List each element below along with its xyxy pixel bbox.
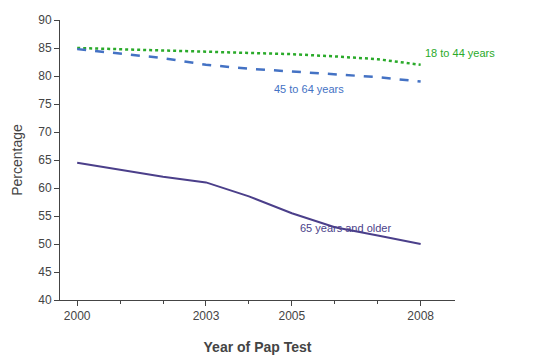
svg-text:45: 45 [38, 265, 52, 279]
svg-text:2000: 2000 [64, 309, 91, 323]
svg-text:70: 70 [38, 125, 52, 139]
svg-text:80: 80 [38, 69, 52, 83]
svg-text:65: 65 [38, 153, 52, 167]
svg-text:75: 75 [38, 97, 52, 111]
svg-text:85: 85 [38, 41, 52, 55]
svg-text:Percentage: Percentage [9, 124, 25, 196]
svg-text:55: 55 [38, 209, 52, 223]
svg-text:Year of Pap Test: Year of Pap Test [204, 339, 312, 355]
svg-text:90: 90 [38, 13, 52, 27]
svg-text:60: 60 [38, 181, 52, 195]
svg-text:50: 50 [38, 237, 52, 251]
svg-text:45 to 64 years: 45 to 64 years [274, 83, 344, 95]
svg-text:65 years and older: 65 years and older [300, 222, 391, 234]
svg-text:18 to 44 years: 18 to 44 years [425, 47, 495, 59]
svg-text:40: 40 [38, 293, 52, 307]
svg-text:2003: 2003 [193, 309, 220, 323]
svg-text:2008: 2008 [407, 309, 434, 323]
svg-text:2005: 2005 [278, 309, 305, 323]
